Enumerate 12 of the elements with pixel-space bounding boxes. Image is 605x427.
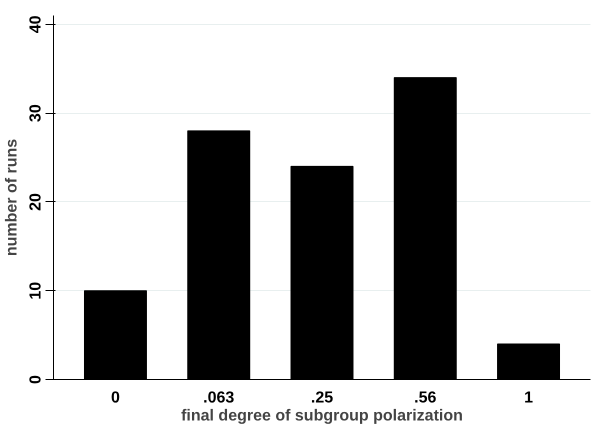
y-tick-label: 30 — [28, 104, 44, 122]
y-tick-label: 40 — [28, 15, 44, 34]
y-tick-label: 0 — [28, 374, 44, 384]
x-tick-label: .56 — [414, 390, 436, 406]
y-tick-label: 20 — [28, 192, 44, 211]
x-tick-label: .063 — [203, 390, 234, 406]
x-axis-title: final degree of subgroup polarization — [181, 408, 463, 424]
y-axis-title: number of runs — [4, 138, 20, 256]
y-tick-label: 10 — [28, 282, 44, 300]
x-tick-label: 0 — [111, 390, 120, 406]
x-tick-label: .25 — [310, 390, 334, 406]
x-tick-label: 1 — [524, 390, 534, 406]
